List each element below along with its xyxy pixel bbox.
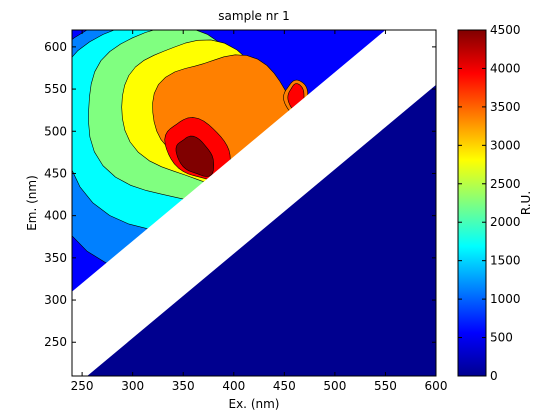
- colorbar-tick-label: 4500: [490, 23, 521, 37]
- x-tick-label: 300: [121, 379, 144, 393]
- colorbar-tick-label: 0: [490, 369, 498, 383]
- colorbar-tick-label: 2500: [490, 177, 521, 191]
- below-band-region: [87, 84, 436, 376]
- y-tick-label: 550: [44, 82, 67, 96]
- contour-level-4000: [175, 135, 214, 177]
- plot-area: [72, 30, 436, 376]
- colorbar-tick-label: 500: [490, 331, 513, 345]
- colorbar-gradient: [457, 29, 487, 377]
- plot-frame: [71, 29, 437, 377]
- colorbar-tick-label: 3500: [490, 100, 521, 114]
- y-tick-label: 450: [44, 166, 67, 180]
- x-tick-label: 550: [374, 379, 397, 393]
- x-tick-label: 450: [273, 379, 296, 393]
- colorbar-ticks: 0 500 1000 1500 2000 2500 3000 3500 4000 4500: [458, 23, 521, 383]
- x-tick-label: 500: [323, 379, 346, 393]
- colorbar: 0 500 1000 1500 2000 2500 3000 3500 4000 4500 R.U…: [457, 23, 533, 383]
- contour-fills: [72, 30, 436, 376]
- x-axis-label: Ex. (nm): [229, 397, 280, 411]
- colorbar-label: R.U.: [519, 191, 533, 215]
- y-tick-label: 350: [44, 251, 67, 265]
- y-tick-label: 600: [44, 40, 67, 54]
- x-tick-label: 600: [425, 379, 448, 393]
- y-tick-label: 500: [44, 124, 67, 138]
- x-tick-label: 350: [172, 379, 195, 393]
- y-tick-label: 400: [44, 209, 67, 223]
- colorbar-tick-label: 1000: [490, 292, 521, 306]
- x-axis: 250 300 350 400 450 500 550 600: [71, 30, 448, 393]
- colorbar-tick-label: 2000: [490, 215, 521, 229]
- y-tick-label: 250: [44, 335, 67, 349]
- colorbar-tick-label: 3000: [490, 138, 521, 152]
- x-tick-label: 400: [222, 379, 245, 393]
- y-tick-label: 300: [44, 293, 67, 307]
- x-tick-label: 250: [71, 379, 94, 393]
- y-axis: 250 300 350 400 450 500 550 600: [44, 40, 436, 349]
- y-axis-label: Em. (nm): [25, 175, 39, 231]
- colorbar-tick-label: 1500: [490, 254, 521, 268]
- colorbar-tick-label: 4000: [490, 61, 521, 75]
- chart-title: sample nr 1: [218, 9, 289, 23]
